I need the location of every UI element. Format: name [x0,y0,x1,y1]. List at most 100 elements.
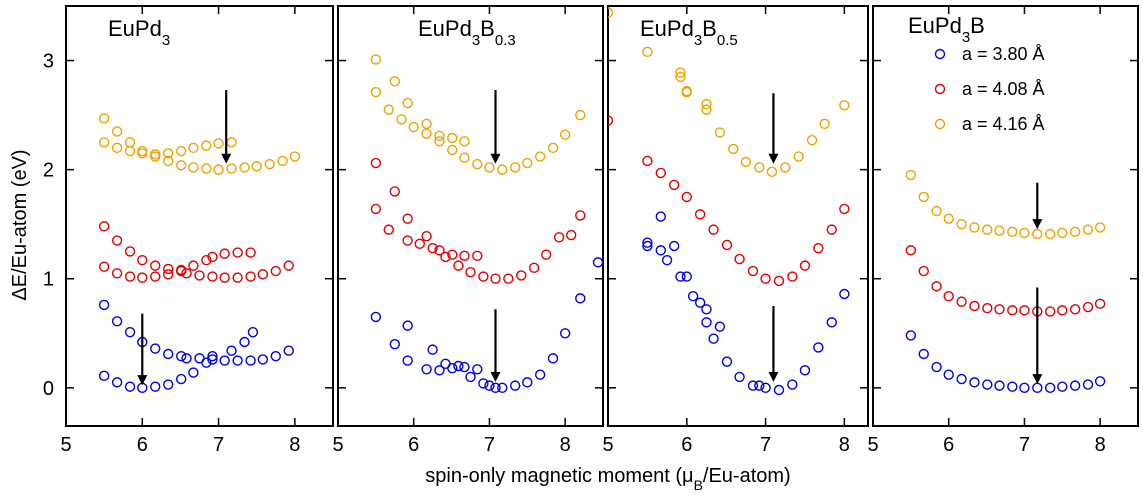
data-point [181,353,192,364]
data-point [219,355,230,366]
data-point [389,338,400,350]
data-point [497,382,508,394]
data-point [754,380,765,391]
data-point [766,166,778,178]
data-point [701,98,712,110]
data-point [994,225,1005,236]
data-point [150,149,161,160]
x-tick-label: 5 [602,434,613,456]
legend-marker [934,83,946,95]
data-point [760,273,771,284]
data-point [484,162,495,173]
data-point [421,230,432,242]
data-point [453,260,464,271]
data-point [905,169,917,181]
panel-frame [872,5,1139,427]
x-tick-label: 7 [1019,434,1030,456]
data-point [1069,304,1081,315]
data-point [207,271,218,282]
data-point [383,104,394,115]
data-point [124,381,136,392]
panel-2: 5 6 7 8 EuPd3B0.3 [332,5,604,456]
panel-title: EuPd3B [908,13,985,46]
panel-frame [65,5,334,427]
legend-marker [934,48,946,60]
data-point [799,365,811,376]
data-point [642,155,653,167]
data-point [111,377,123,388]
data-point [701,317,712,328]
data-point [137,382,148,394]
data-point [826,224,837,235]
data-point [163,269,174,280]
panel-1: 0 1 2 3 5 6 7 8 EuPd3 [43,5,334,456]
data-point [245,247,256,258]
data-point [111,126,123,137]
data-point [207,354,218,365]
data-point [98,221,110,232]
data-point [484,380,495,391]
data-point [694,297,706,308]
data-point [219,272,230,283]
data-point [714,321,726,332]
data-point [1082,379,1094,390]
data-point [478,378,489,389]
data-point [675,67,686,78]
data-point [575,109,586,121]
data-point [1069,226,1081,238]
data-point [124,145,136,157]
x-tick-label: 8 [560,434,571,456]
data-point [283,260,294,271]
panel-title: EuPd3 [108,16,170,49]
data-point [566,229,577,241]
x-tick-label: 8 [289,434,300,456]
data-point [150,343,161,354]
data-point [675,271,686,282]
data-points [370,54,586,394]
data-point [389,186,400,197]
data-point [201,254,212,266]
data-point [608,115,614,126]
data-point [188,162,199,173]
data-point [541,249,552,260]
data-point [559,129,571,140]
data-point [509,162,521,173]
data-point [389,76,400,87]
data-point [760,382,771,394]
data-point [98,299,110,311]
data-point [270,265,281,277]
data-point [1082,224,1094,235]
y-tick-label: 1 [43,269,54,291]
x-tick-label: 5 [332,434,343,456]
data-point [668,240,680,252]
data-point [226,345,237,356]
data-point [931,205,942,217]
data-point [427,242,438,254]
data-point [687,290,699,302]
data-point [201,357,212,368]
data-point [251,161,262,172]
data-point [701,104,712,115]
data-point [150,271,161,282]
data-point [459,361,470,373]
data-point [553,232,565,243]
data-point [370,157,382,169]
data-point [516,270,527,281]
data-point [694,209,706,220]
data-point [163,263,174,275]
data-point [839,288,850,300]
data-point [427,344,438,355]
data-point [747,265,759,277]
data-point [402,213,413,224]
data-point [98,113,110,124]
data-point [472,250,483,262]
data-point [1057,381,1068,392]
data-point [239,162,250,173]
data-point [754,162,765,173]
x-tick-label: 7 [213,434,224,456]
data-point [232,355,243,366]
data-point [793,151,804,162]
data-point [522,377,533,388]
data-point [232,272,243,283]
